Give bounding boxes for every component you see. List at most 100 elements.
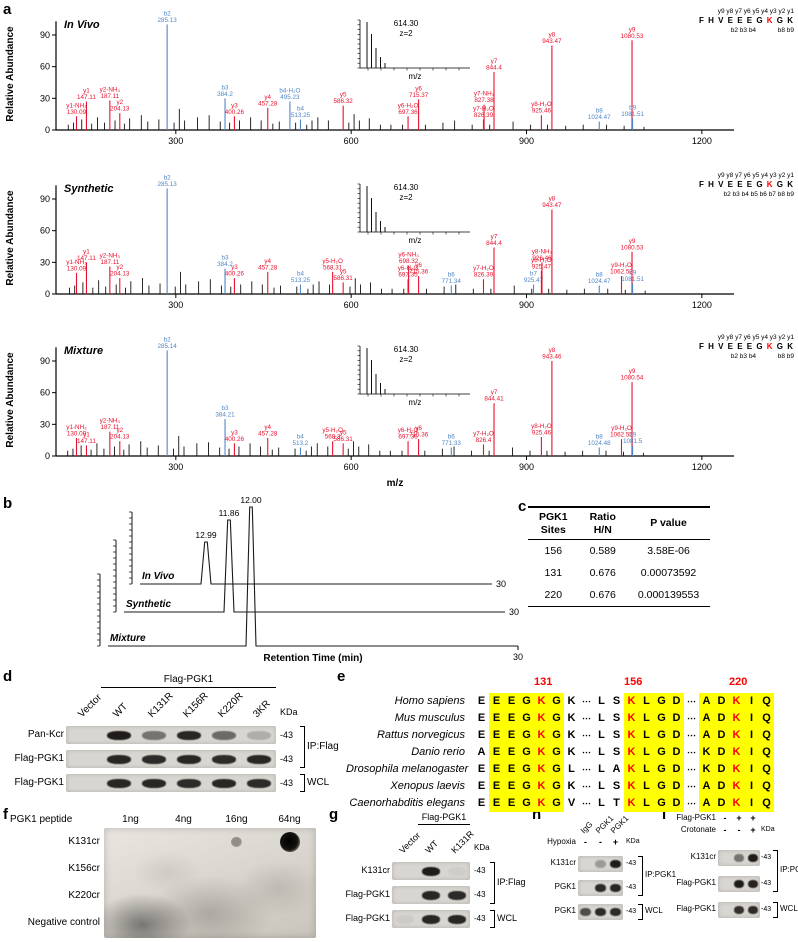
- table-cell: 220: [544, 589, 563, 602]
- y-tick-label: 90: [40, 30, 50, 40]
- ion-series-top: y9 y8 y7 y6 y5 y4 y3 y2 y1: [717, 172, 794, 179]
- residue: K: [624, 778, 639, 795]
- residue: K: [534, 710, 549, 727]
- residue: D: [669, 744, 684, 761]
- protein-band: [106, 778, 131, 788]
- residue: G: [519, 744, 534, 761]
- protein-band: [422, 914, 440, 924]
- peak-mz-label: 384.2: [217, 91, 233, 98]
- protein-band: [176, 754, 201, 764]
- dot-signal: [231, 836, 242, 848]
- residue: K: [534, 744, 549, 761]
- peptide-sequence: F H V E E E G K G K: [640, 180, 794, 190]
- table-cell: 0.00073592: [640, 567, 697, 580]
- condition-label: Crotonate: [680, 825, 716, 834]
- gap-dots: ⋯: [582, 696, 591, 706]
- peak-ion-label: y6: [415, 85, 422, 92]
- residue: D: [669, 795, 684, 812]
- residue: G: [654, 761, 669, 778]
- trace-name: In Vivo: [142, 571, 174, 582]
- residue: G: [549, 710, 564, 727]
- residue: G: [654, 795, 669, 812]
- residue: G: [549, 795, 564, 812]
- peak-mz-label: 285.13: [157, 17, 177, 24]
- peak-ion-label: b3: [222, 84, 230, 91]
- residue: G: [519, 693, 534, 710]
- blot-membrane: [718, 850, 760, 866]
- precursor-mz: 614.30: [394, 183, 419, 192]
- residue: I: [744, 744, 759, 761]
- residue: D: [714, 795, 729, 812]
- residue: E: [504, 761, 519, 778]
- residue: K: [729, 693, 744, 710]
- residue: G: [654, 693, 669, 710]
- peak-mz-label: 568.3: [325, 434, 341, 441]
- peak-mz-label: 715.36: [409, 269, 429, 276]
- peak-ion-label: y2: [116, 427, 123, 434]
- spectrum-title: Mixture: [64, 345, 103, 357]
- residue: Q: [759, 693, 774, 710]
- peak-ion-label: b3: [222, 405, 230, 412]
- x-tick-label: 300: [168, 462, 183, 472]
- precursor-charge: z=2: [399, 355, 413, 364]
- amount-label: 1ng: [122, 814, 139, 825]
- peak-mz-label: 586.31: [334, 275, 354, 282]
- peak-ion-label: b8: [596, 272, 604, 279]
- lane-label-WT: WT: [423, 838, 441, 856]
- table-header: Ratio H/N: [578, 507, 627, 541]
- protein-band: [422, 890, 440, 900]
- alignment-row: Xenopus laevis E E E G K G K ⋯ L S K L G D ⋯ A D K I Q: [346, 776, 774, 795]
- peak-ion-label: y3: [231, 429, 238, 436]
- residue: G: [519, 710, 534, 727]
- condition-value: +: [736, 813, 742, 823]
- residue: K: [534, 795, 549, 812]
- residue: L: [639, 693, 654, 710]
- peak-ion-label: b8: [596, 434, 604, 441]
- peak-ion-label: y1: [83, 88, 90, 95]
- blot-membrane: [578, 904, 623, 920]
- y-axis-title: Relative Abundance: [5, 190, 16, 286]
- peak-mz-label: 1062.52: [610, 432, 633, 439]
- ion-series-bottom: b2 b3 b4 b5 b6 b7 b8 b9: [723, 190, 794, 198]
- site-label: Negative control: [27, 917, 100, 928]
- peak-ion-label: y7-H₂O: [473, 430, 494, 437]
- residue: S: [612, 780, 621, 792]
- blot-membrane: [392, 910, 470, 928]
- peptide-annotation-mixture: y9 y8 y7 y6 y5 y4 y3 y2 y1 F H V E E E G …: [640, 334, 794, 361]
- species-name: Rattus norvegicus: [376, 729, 465, 741]
- table-row: 131 0.676 0.00073592: [528, 562, 710, 584]
- residue: D: [669, 778, 684, 795]
- residue: E: [504, 744, 519, 761]
- lane-label-3KR: 3KR: [250, 698, 273, 720]
- trace-name: Synthetic: [126, 599, 171, 610]
- peak-mz-label: 187.11: [100, 424, 119, 431]
- residue: E: [489, 795, 504, 812]
- table-cell: 0.676: [589, 589, 616, 602]
- residue: L: [639, 761, 654, 778]
- peak-mz-label: 147.11: [77, 94, 96, 101]
- condition-value: -: [599, 837, 602, 847]
- residues-pre: F H V E E E G: [698, 342, 767, 352]
- fraction-bracket: [300, 774, 305, 792]
- peak-mz-label: 1080.53: [621, 244, 644, 251]
- gap-dots: ⋯: [687, 713, 696, 723]
- residue: L: [639, 710, 654, 727]
- fraction-bracket: [638, 856, 643, 896]
- residue: K: [729, 710, 744, 727]
- peak-mz-label: 844.4: [486, 240, 502, 247]
- peak-mz-label: 943.47: [542, 202, 562, 209]
- peak-ion-label: b4: [297, 105, 305, 112]
- gap-dots: ⋯: [687, 764, 696, 774]
- blot-membrane: [578, 856, 623, 872]
- dot-signal: [279, 832, 300, 852]
- protein-band: [141, 730, 166, 740]
- peak-mz-label: 586.32: [334, 98, 354, 105]
- peak-ion-label: y7-H₂O: [473, 265, 494, 272]
- crotonylated-lysine: K: [766, 16, 774, 26]
- antibody-label: Flag-PGK1: [345, 888, 390, 899]
- peak-ion-label: y2: [116, 99, 123, 106]
- residue: E: [477, 780, 486, 792]
- peak-ion-label: y6-NH₃: [398, 252, 419, 259]
- peak-ion-label: b2: [164, 336, 172, 343]
- peak-mz-label: 204.13: [110, 271, 130, 278]
